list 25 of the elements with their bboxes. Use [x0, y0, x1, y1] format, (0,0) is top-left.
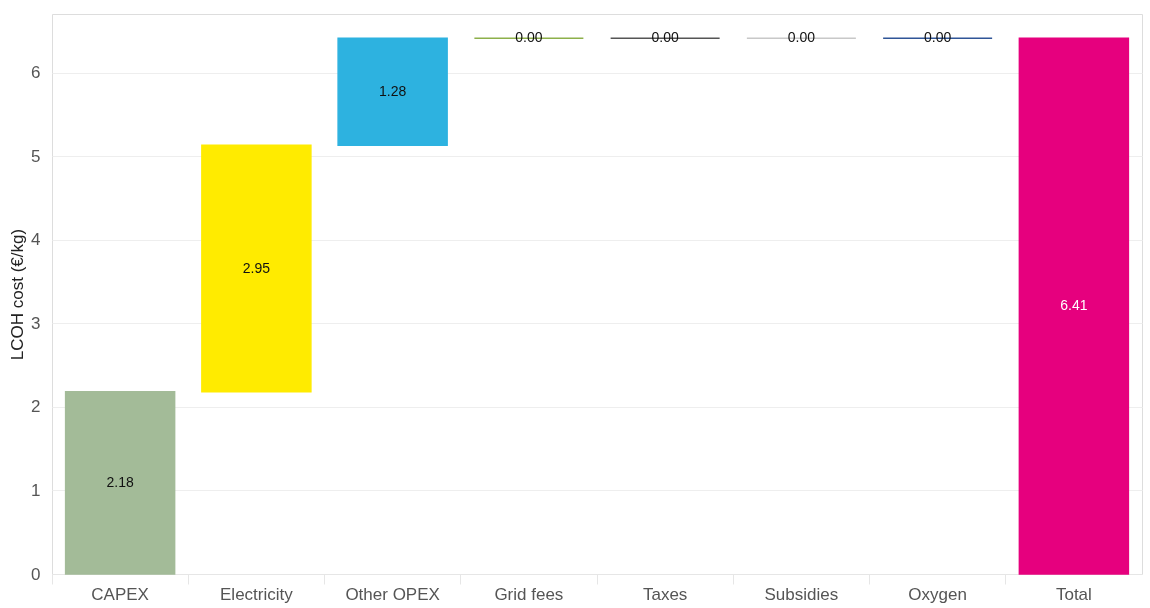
data-label: 6.41	[1060, 297, 1088, 314]
x-tick-label: Total	[1055, 584, 1092, 604]
x-tick-label: Taxes	[642, 584, 688, 604]
y-tick-label: 3	[31, 313, 41, 333]
y-tick-label: 4	[31, 230, 41, 250]
data-label: 1.28	[379, 82, 407, 99]
y-tick-label: 5	[31, 146, 41, 166]
y-tick-label: 0	[31, 564, 41, 584]
bar	[64, 391, 176, 575]
data-label: 0.00	[787, 29, 816, 46]
y-tick-label: 6	[31, 63, 41, 83]
y-tick-label: 1	[31, 480, 41, 500]
data-label: 2.18	[106, 473, 134, 490]
y-tick-label: 2	[31, 397, 41, 417]
x-tick-label: Oxygen	[908, 584, 967, 604]
bar	[337, 37, 448, 146]
x-tick-label: Electricity	[220, 584, 294, 604]
bar	[201, 144, 312, 393]
x-tick-label: Other OPEX	[345, 584, 440, 604]
bar	[1018, 37, 1130, 575]
x-tick-label: Grid fees	[494, 584, 564, 604]
data-label: 2.95	[242, 259, 271, 276]
y-axis-title: LCOH cost (€/kg)	[8, 228, 28, 361]
x-tick-label: CAPEX	[91, 584, 149, 604]
x-tick-label: Subsidies	[764, 584, 839, 604]
